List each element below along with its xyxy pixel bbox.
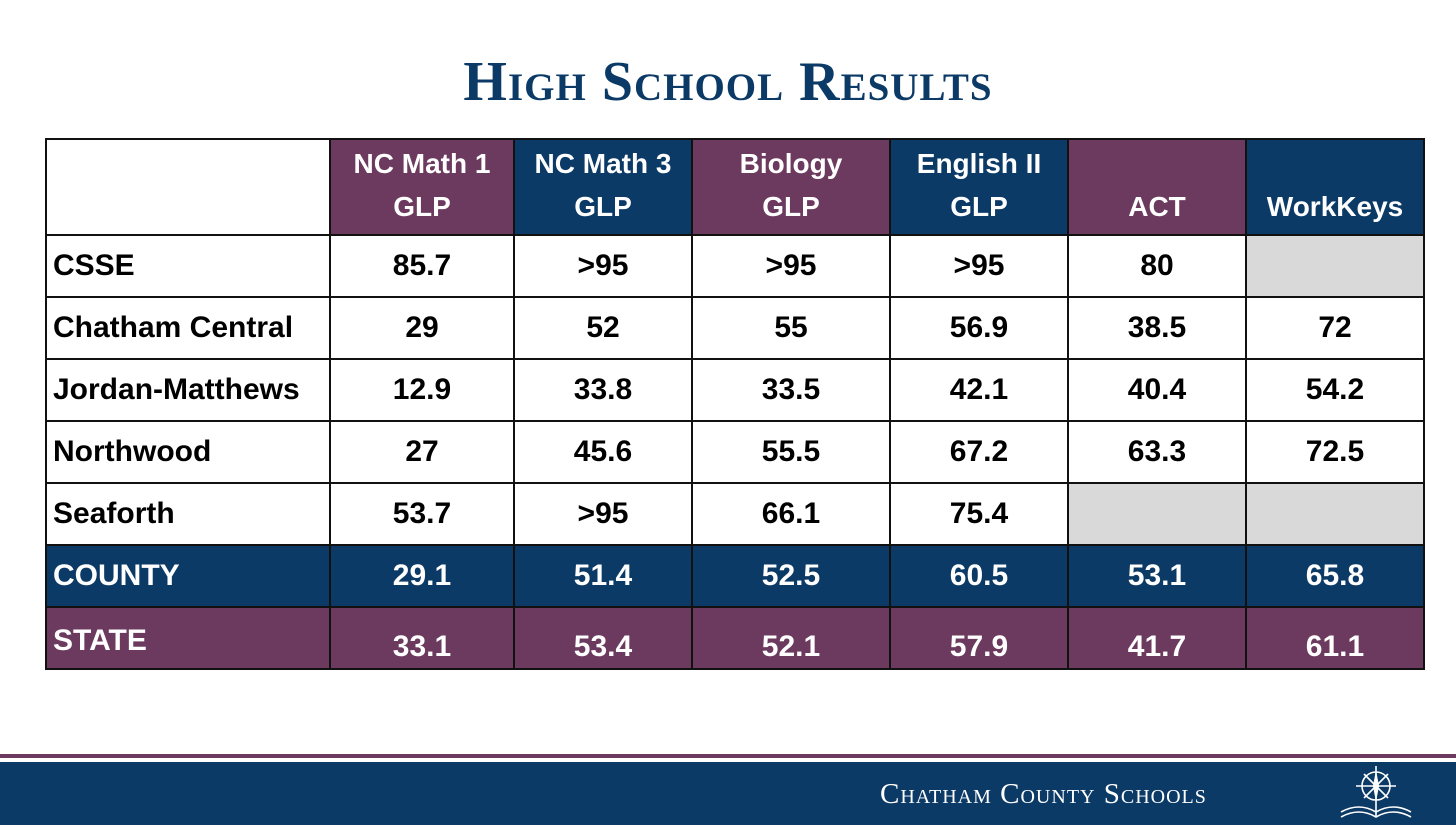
table-row: Jordan-Matthews 12.9 33.8 33.5 42.1 40.4…	[45, 358, 1425, 422]
empty-cell	[1067, 482, 1247, 546]
table-cell: 75.4	[889, 482, 1069, 546]
table-cell: 40.4	[1067, 358, 1247, 422]
table-cell: >95	[513, 234, 693, 298]
empty-cell	[1245, 482, 1425, 546]
table-cell: 53.1	[1067, 544, 1247, 608]
table-cell: 55.5	[691, 420, 891, 484]
county-row: COUNTY 29.1 51.4 52.5 60.5 53.1 65.8	[45, 544, 1425, 608]
table-cell: 63.3	[1067, 420, 1247, 484]
page-title: High School Results	[463, 51, 993, 113]
state-row: STATE 33.1 53.4 52.1 57.9 41.7 61.1	[45, 606, 1425, 670]
table-cell: 33.5	[691, 358, 891, 422]
table-cell: 85.7	[329, 234, 515, 298]
empty-cell	[1245, 234, 1425, 298]
table-row: CSSE 85.7 >95 >95 >95 80	[45, 234, 1425, 298]
table-cell: 61.1	[1245, 606, 1425, 670]
table-cell: 29.1	[329, 544, 515, 608]
footer-bar: Chatham County Schools	[0, 762, 1456, 825]
header-act: ACT	[1067, 138, 1247, 236]
table-cell: 54.2	[1245, 358, 1425, 422]
header-row: NC Math 1 GLP NC Math 3 GLP Biology GLP Eng…	[45, 138, 1425, 236]
header-workkeys: WorkKeys	[1245, 138, 1425, 236]
table-row: Northwood 27 45.6 55.5 67.2 63.3 72.5	[45, 420, 1425, 484]
table-cell: 66.1	[691, 482, 891, 546]
table-cell: 52	[513, 296, 693, 360]
table-cell: 57.9	[889, 606, 1069, 670]
footer-org-name: Chatham County Schools	[880, 778, 1207, 811]
table-cell: 55	[691, 296, 891, 360]
table-cell: 52.1	[691, 606, 891, 670]
table-cell: 33.8	[513, 358, 693, 422]
row-label: Northwood	[45, 420, 331, 484]
table-cell: 56.9	[889, 296, 1069, 360]
results-table: NC Math 1 GLP NC Math 3 GLP Biology GLP Eng…	[45, 138, 1425, 670]
row-label: COUNTY	[45, 544, 331, 608]
table-cell: 72.5	[1245, 420, 1425, 484]
row-label: Jordan-Matthews	[45, 358, 331, 422]
header-corner	[45, 138, 331, 236]
row-label: STATE	[45, 606, 331, 670]
row-label: CSSE	[45, 234, 331, 298]
header-nc-math-1: NC Math 1 GLP	[329, 138, 515, 236]
table-cell: 60.5	[889, 544, 1069, 608]
table-cell: 67.2	[889, 420, 1069, 484]
table-cell: 80	[1067, 234, 1247, 298]
header-biology: Biology GLP	[691, 138, 891, 236]
table-cell: 33.1	[329, 606, 515, 670]
table-cell: 27	[329, 420, 515, 484]
table-cell: 52.5	[691, 544, 891, 608]
compass-book-icon	[1337, 764, 1415, 827]
table-cell: 41.7	[1067, 606, 1247, 670]
table-cell: >95	[889, 234, 1069, 298]
footer-org-name-text: Chatham County Schools	[880, 778, 1207, 810]
footer-divider	[0, 754, 1456, 758]
table-cell: 42.1	[889, 358, 1069, 422]
table-row: Chatham Central 29 52 55 56.9 38.5 72	[45, 296, 1425, 360]
table-row: Seaforth 53.7 >95 66.1 75.4	[45, 482, 1425, 546]
table-cell: 51.4	[513, 544, 693, 608]
table-cell: 12.9	[329, 358, 515, 422]
header-nc-math-3: NC Math 3 GLP	[513, 138, 693, 236]
table-cell: 29	[329, 296, 515, 360]
table-cell: 65.8	[1245, 544, 1425, 608]
table-cell: 45.6	[513, 420, 693, 484]
header-english-ii: English II GLP	[889, 138, 1069, 236]
table-cell: 53.4	[513, 606, 693, 670]
table-cell: 53.7	[329, 482, 515, 546]
row-label: Chatham Central	[45, 296, 331, 360]
table-cell: 38.5	[1067, 296, 1247, 360]
table-cell: 72	[1245, 296, 1425, 360]
table-cell: >95	[691, 234, 891, 298]
row-label: Seaforth	[45, 482, 331, 546]
table-cell: >95	[513, 482, 693, 546]
